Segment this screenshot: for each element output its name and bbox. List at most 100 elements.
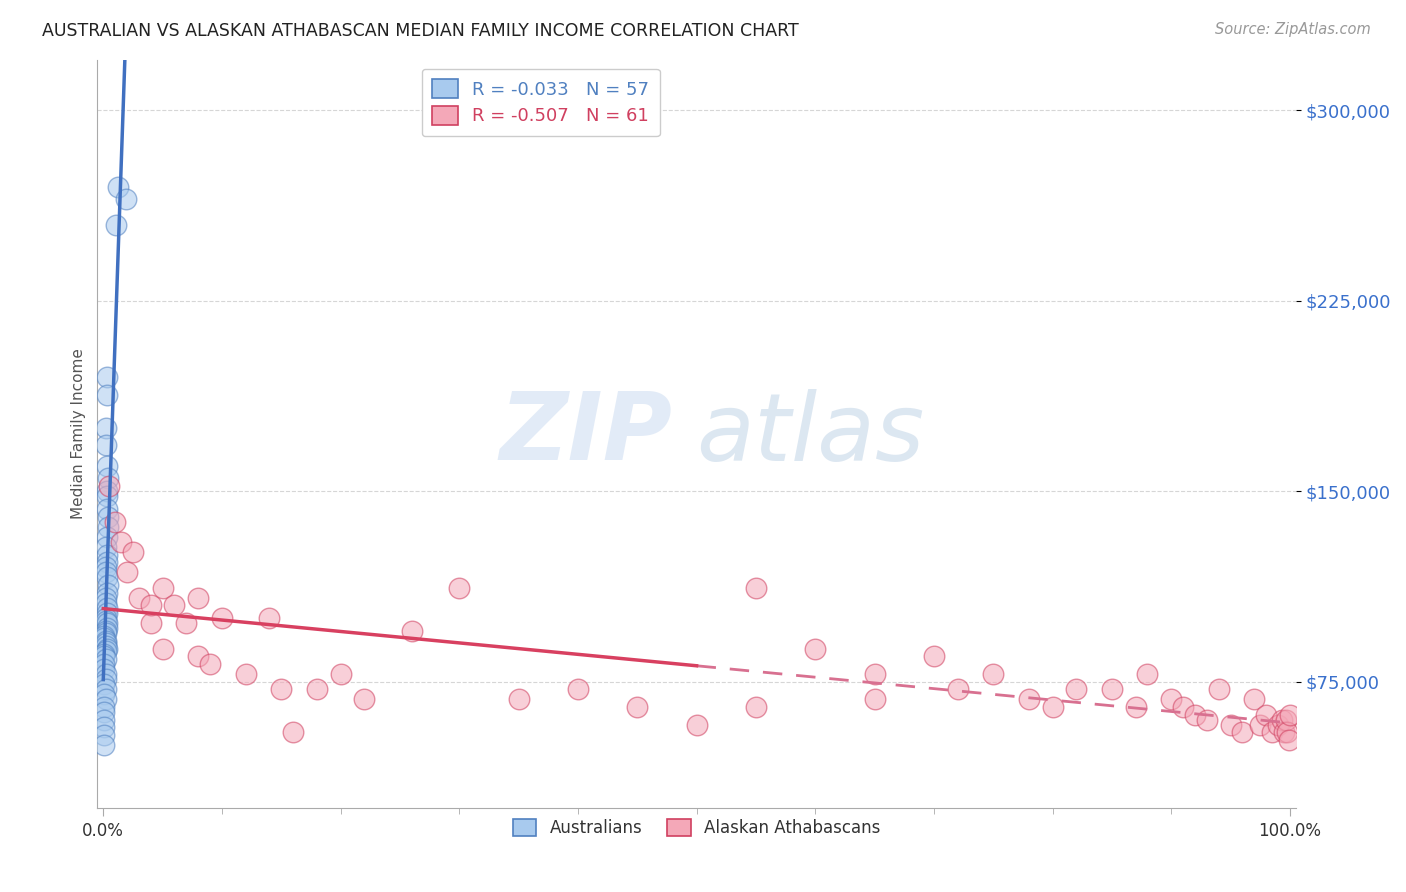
Point	[1256, 707, 1278, 722]
Point	[94, 596, 117, 610]
Point	[152, 641, 174, 656]
Point	[96, 570, 118, 584]
Point	[1261, 725, 1284, 739]
Text: ZIP: ZIP	[499, 388, 672, 480]
Point	[745, 699, 768, 714]
Point	[93, 728, 115, 742]
Point	[1278, 707, 1301, 722]
Point	[115, 566, 138, 580]
Point	[94, 634, 117, 648]
Point	[1249, 717, 1271, 731]
Point	[745, 581, 768, 595]
Point	[187, 591, 209, 605]
Point	[1270, 713, 1292, 727]
Point	[93, 720, 115, 734]
Point	[211, 611, 233, 625]
Point	[1275, 713, 1298, 727]
Point	[96, 548, 118, 562]
Point	[96, 555, 118, 569]
Point	[508, 692, 530, 706]
Point	[96, 489, 118, 503]
Point	[94, 651, 117, 665]
Point	[401, 624, 423, 638]
Point	[122, 545, 145, 559]
Point	[305, 682, 328, 697]
Point	[94, 666, 117, 681]
Point	[1184, 707, 1206, 722]
Legend: Australians, Alaskan Athabascans: Australians, Alaskan Athabascans	[505, 810, 889, 845]
Point	[139, 599, 162, 613]
Point	[626, 699, 648, 714]
Point	[96, 616, 118, 631]
Point	[93, 677, 115, 691]
Point	[163, 599, 186, 613]
Point	[93, 649, 115, 664]
Point	[94, 682, 117, 697]
Point	[96, 502, 118, 516]
Point	[152, 581, 174, 595]
Point	[1278, 732, 1301, 747]
Point	[1243, 692, 1265, 706]
Point	[353, 692, 375, 706]
Point	[804, 641, 827, 656]
Point	[1125, 699, 1147, 714]
Point	[329, 666, 352, 681]
Point	[104, 515, 127, 529]
Point	[93, 632, 115, 646]
Text: Source: ZipAtlas.com: Source: ZipAtlas.com	[1215, 22, 1371, 37]
Point	[94, 636, 117, 650]
Point	[176, 616, 198, 631]
Point	[863, 692, 886, 706]
Point	[198, 657, 221, 671]
Point	[1160, 692, 1182, 706]
Point	[981, 666, 1004, 681]
Point	[93, 657, 115, 671]
Point	[94, 591, 117, 605]
Point	[94, 540, 117, 554]
Point	[235, 666, 257, 681]
Text: atlas: atlas	[696, 389, 925, 480]
Point	[105, 218, 128, 232]
Point	[97, 519, 120, 533]
Point	[922, 649, 945, 664]
Point	[1042, 699, 1064, 714]
Point	[94, 438, 117, 452]
Point	[94, 566, 117, 580]
Point	[107, 179, 129, 194]
Point	[93, 662, 115, 676]
Point	[97, 509, 120, 524]
Point	[94, 639, 117, 653]
Point	[94, 560, 117, 574]
Point	[93, 738, 115, 752]
Point	[1171, 699, 1194, 714]
Point	[187, 649, 209, 664]
Point	[93, 687, 115, 701]
Point	[449, 581, 471, 595]
Text: AUSTRALIAN VS ALASKAN ATHABASCAN MEDIAN FAMILY INCOME CORRELATION CHART: AUSTRALIAN VS ALASKAN ATHABASCAN MEDIAN …	[42, 22, 799, 40]
Point	[97, 578, 120, 592]
Point	[139, 616, 162, 631]
Point	[1018, 692, 1040, 706]
Point	[93, 629, 115, 643]
Point	[1136, 666, 1159, 681]
Point	[98, 479, 121, 493]
Y-axis label: Median Family Income: Median Family Income	[72, 349, 86, 519]
Point	[93, 705, 115, 719]
Point	[93, 699, 115, 714]
Point	[1101, 682, 1123, 697]
Point	[93, 713, 115, 727]
Point	[94, 672, 117, 686]
Point	[946, 682, 969, 697]
Point	[94, 614, 117, 628]
Point	[1064, 682, 1087, 697]
Point	[1195, 713, 1218, 727]
Point	[94, 644, 117, 658]
Point	[1272, 725, 1295, 739]
Point	[110, 535, 132, 549]
Point	[96, 387, 118, 401]
Point	[96, 370, 118, 384]
Point	[96, 530, 118, 544]
Point	[685, 717, 707, 731]
Point	[259, 611, 281, 625]
Point	[270, 682, 292, 697]
